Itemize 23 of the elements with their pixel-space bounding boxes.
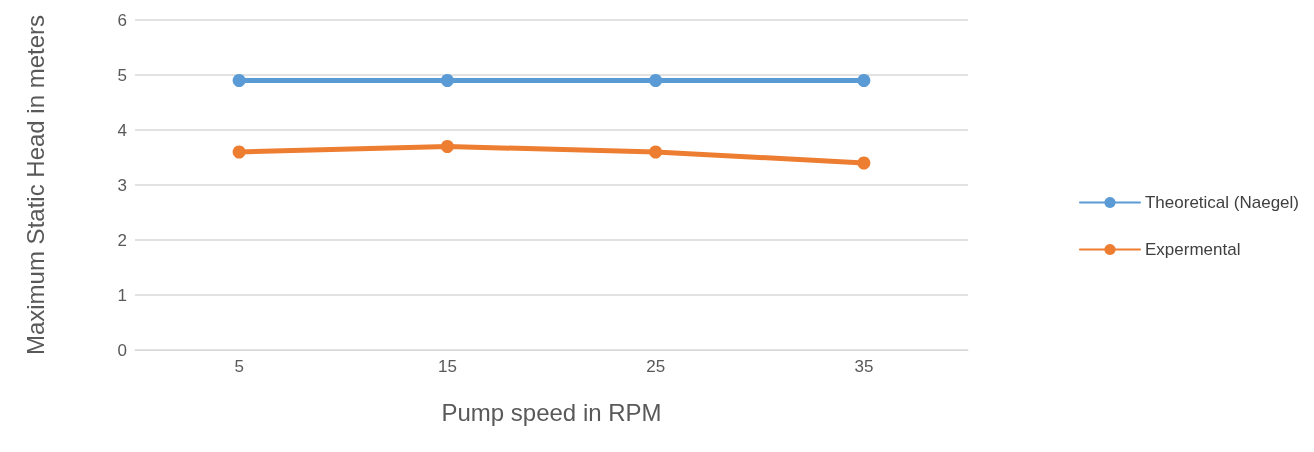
point (232, 74, 246, 87)
point (649, 74, 663, 87)
point (440, 140, 454, 153)
legend-label: Expermental (1144, 240, 1241, 259)
point (857, 156, 871, 170)
point (857, 74, 871, 87)
x-tick-label: 5 (234, 357, 244, 376)
x-tick-label: 25 (646, 357, 666, 376)
y-tick-label: 3 (117, 175, 127, 195)
point (232, 145, 246, 159)
x-tick-label: 15 (437, 357, 457, 376)
y-tick-label: 0 (117, 340, 127, 360)
y-tick-label: 1 (117, 285, 127, 305)
legend-label: Theoretical (Naegel) (1144, 193, 1299, 212)
point (440, 74, 454, 87)
x-axis-title: Pump speed in RPM (441, 398, 662, 426)
y-axis-title: Maximum Static Head in meters (21, 14, 49, 356)
x-tick-label: 35 (854, 357, 874, 376)
y-tick-label: 6 (117, 10, 127, 30)
y-tick-label: 4 (117, 120, 127, 140)
y-tick-label: 5 (117, 65, 127, 85)
point (649, 145, 663, 159)
y-tick-label: 2 (117, 230, 127, 250)
